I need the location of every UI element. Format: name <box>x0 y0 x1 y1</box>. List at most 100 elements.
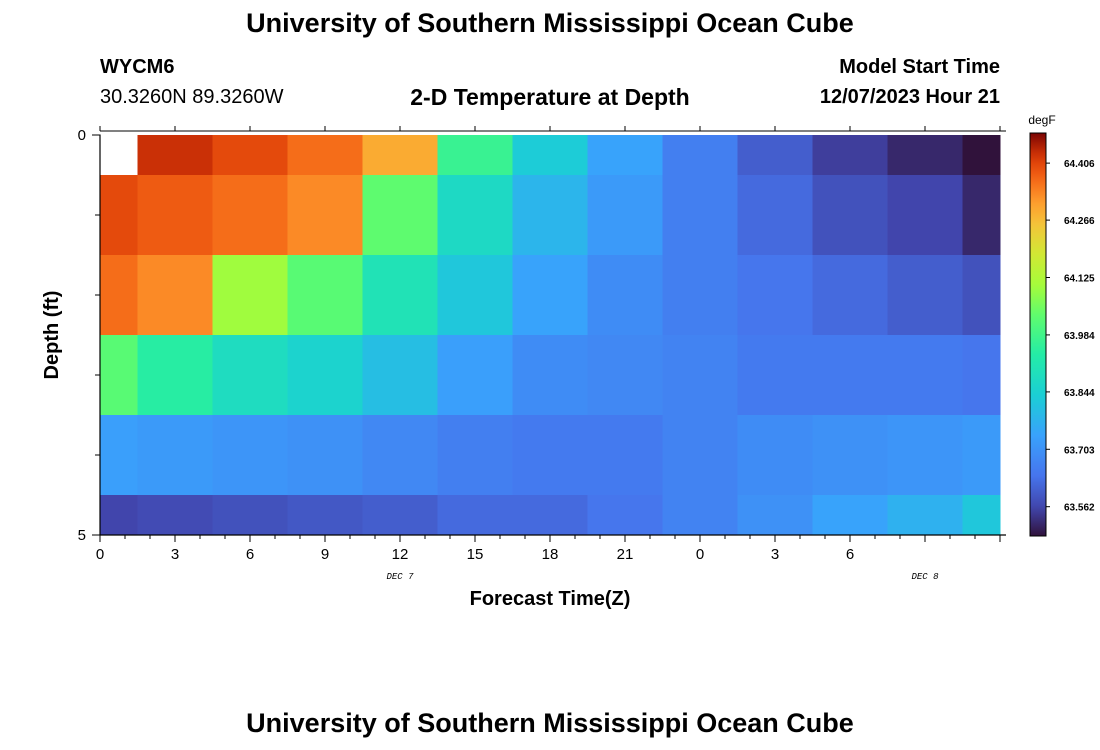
colorbar-tick-label: 63.844 <box>1064 388 1095 399</box>
heatmap-cell <box>137 335 213 416</box>
x-tick-label: 3 <box>771 546 779 563</box>
heatmap-cell <box>512 135 588 176</box>
heatmap-cell <box>287 255 363 336</box>
y-axis-title: Depth (ft) <box>41 291 63 380</box>
heatmap-cell <box>737 495 813 536</box>
heatmap-cell <box>437 255 513 336</box>
date-label: DEC 8 <box>911 572 939 582</box>
heatmap-cell <box>887 495 963 536</box>
heatmap-cell <box>587 415 663 496</box>
heatmap-cell <box>512 175 588 256</box>
heatmap-cell <box>512 255 588 336</box>
model-start-label: Model Start Time <box>839 56 1000 78</box>
heatmap-cell <box>962 415 1001 496</box>
x-tick-label: 3 <box>171 546 179 563</box>
x-tick-label: 6 <box>846 546 854 563</box>
heatmap-cell <box>437 415 513 496</box>
x-tick-label: 6 <box>246 546 254 563</box>
heatmap-cell <box>887 335 963 416</box>
heatmap-cell <box>362 495 438 536</box>
heatmap-cell <box>962 495 1001 536</box>
colorbar-tick-label: 64.406 <box>1064 159 1095 170</box>
heatmap-cell <box>212 335 288 416</box>
heatmap-cell <box>287 495 363 536</box>
y-tick-label: 0 <box>78 127 86 144</box>
heatmap-cell <box>887 135 963 176</box>
colorbar-tick-label: 64.266 <box>1064 216 1095 227</box>
colorbar-tick-label: 63.984 <box>1064 331 1095 342</box>
heatmap-cell <box>662 135 738 176</box>
heatmap-cell <box>662 255 738 336</box>
colorbar-gradient <box>1029 132 1047 537</box>
station-coordinates: 30.3260N 89.3260W <box>100 86 284 108</box>
heatmap-cell <box>587 335 663 416</box>
heatmap-cell <box>287 335 363 416</box>
heatmap-cell <box>212 255 288 336</box>
model-start-value: 12/07/2023 Hour 21 <box>819 86 1000 108</box>
heatmap-cell <box>962 335 1001 416</box>
x-tick-label: 15 <box>467 546 484 563</box>
heatmap-cell <box>737 175 813 256</box>
heatmap-cell <box>437 335 513 416</box>
heatmap-cell <box>662 495 738 536</box>
colorbar: degF 64.406 64.266 64.125 63.984 63.844 63.703… <box>1028 113 1095 537</box>
heatmap-cell <box>137 495 213 536</box>
heatmap-cells <box>100 135 1001 536</box>
x-tick-label: 0 <box>696 546 704 563</box>
colorbar-tick-label: 63.703 <box>1064 445 1095 456</box>
heatmap-cell <box>737 135 813 176</box>
heatmap-cell <box>887 175 963 256</box>
heatmap-cell <box>362 335 438 416</box>
heatmap-cell <box>212 415 288 496</box>
heatmap-cell <box>212 135 288 176</box>
heatmap-cell <box>137 135 213 176</box>
heatmap-cell <box>812 495 888 536</box>
station-id: WYCM6 <box>100 56 175 78</box>
footer-title: University of Southern Mississippi Ocean… <box>246 708 854 738</box>
heatmap-cell <box>362 175 438 256</box>
heatmap-cell <box>287 415 363 496</box>
heatmap-cell <box>137 175 213 256</box>
heatmap-cell <box>587 175 663 256</box>
heatmap-cell <box>962 175 1001 256</box>
heatmap-cell <box>437 175 513 256</box>
chart-subtitle: 2-D Temperature at Depth <box>410 84 690 110</box>
heatmap-cell <box>100 495 138 536</box>
colorbar-tick-label: 64.125 <box>1064 274 1095 285</box>
x-tick-label: 12 <box>392 546 409 563</box>
x-tick-label: 0 <box>96 546 104 563</box>
heatmap-cell <box>137 415 213 496</box>
date-label: DEC 7 <box>386 572 414 582</box>
heatmap-cell <box>100 135 138 176</box>
heatmap-cell <box>962 135 1001 176</box>
y-tick-label: 5 <box>78 527 86 544</box>
heatmap-cell <box>887 255 963 336</box>
x-tick-label: 21 <box>617 546 634 563</box>
heatmap-cell <box>587 135 663 176</box>
heatmap-cell <box>287 175 363 256</box>
heatmap-cell <box>812 415 888 496</box>
heatmap-cell <box>662 415 738 496</box>
colorbar-tick-label: 63.562 <box>1064 503 1095 514</box>
heatmap-cell <box>512 335 588 416</box>
heatmap-cell <box>100 255 138 336</box>
heatmap-cell <box>512 415 588 496</box>
heatmap-cell <box>737 255 813 336</box>
heatmap-cell <box>437 135 513 176</box>
x-axis-title: Forecast Time(Z) <box>470 588 631 610</box>
heatmap-cell <box>212 175 288 256</box>
page-title: University of Southern Mississippi Ocean… <box>246 8 854 38</box>
heatmap-cell <box>587 495 663 536</box>
heatmap-cell <box>812 135 888 176</box>
heatmap-cell <box>287 135 363 176</box>
x-tick-label: 9 <box>321 546 329 563</box>
heatmap-cell <box>662 175 738 256</box>
heatmap-cell <box>812 335 888 416</box>
heatmap-cell <box>737 335 813 416</box>
heatmap-cell <box>737 415 813 496</box>
heatmap-cell <box>362 135 438 176</box>
heatmap-cell <box>662 335 738 416</box>
colorbar-unit: degF <box>1028 113 1055 127</box>
